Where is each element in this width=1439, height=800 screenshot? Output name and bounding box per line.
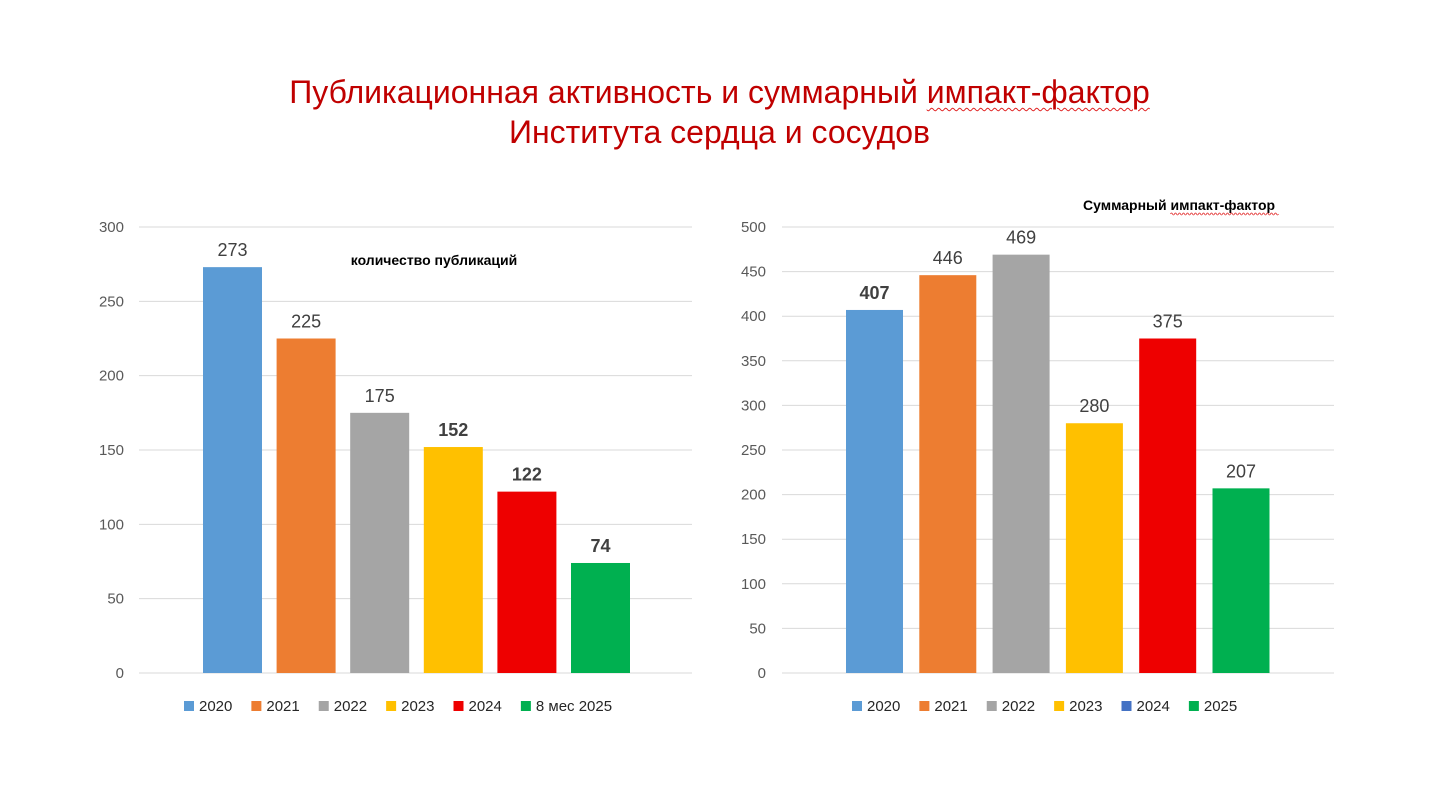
pubs-ytick-label: 50 <box>107 591 124 608</box>
impact-bar-2021 <box>919 275 977 673</box>
impact-ytick-label: 0 <box>758 665 766 682</box>
impact-legend-swatch <box>852 701 862 711</box>
impact-data-label: 407 <box>859 283 889 303</box>
pubs-legend-label: 2021 <box>266 698 299 715</box>
impact-bar-2023 <box>1065 423 1123 673</box>
page-title-line1-part2: импакт-фактор <box>926 74 1150 110</box>
impact-data-label: 375 <box>1153 312 1183 332</box>
impact-ytick-label: 300 <box>741 397 766 414</box>
impact-ytick-label: 150 <box>741 531 766 548</box>
impact-ytick-label: 50 <box>749 620 766 637</box>
pubs-ytick-label: 100 <box>99 516 124 533</box>
pubs-data-label: 175 <box>365 386 395 406</box>
impact-data-label: 280 <box>1079 396 1109 416</box>
impact-legend-swatch <box>986 701 997 711</box>
pubs-legend-label: 2022 <box>334 698 367 715</box>
impact-chart-title-part2: импакт-фактор <box>1171 197 1276 213</box>
impact-chart-title-part1: Суммарный <box>1083 197 1171 213</box>
pubs-legend-label: 2020 <box>199 698 232 715</box>
pubs-ytick-label: 0 <box>116 665 124 682</box>
page-title-line2: Института сердца и сосудов <box>508 114 931 150</box>
pubs-legend-swatch <box>251 701 262 711</box>
pubs-data-label: 74 <box>590 536 610 556</box>
page-title-line1-part1: Публикационная активность и суммарный <box>289 74 927 110</box>
impact-legend-swatch <box>919 701 930 711</box>
impact-legend-label: 2022 <box>1002 698 1035 715</box>
impact-legend-label: 2025 <box>1204 698 1237 715</box>
pubs-data-label: 273 <box>217 240 247 260</box>
pubs-legend-swatch <box>520 701 531 711</box>
impact-legend-swatch <box>1121 701 1132 711</box>
pubs-ytick-label: 300 <box>99 219 124 236</box>
pubs-ytick-label: 150 <box>99 442 124 459</box>
pubs-bar-2023 <box>423 447 483 673</box>
impact-ytick-label: 450 <box>741 264 766 281</box>
spellcheck-underline <box>1170 212 1279 216</box>
pubs-data-label: 122 <box>512 465 542 485</box>
pubs-legend-label: 2024 <box>469 698 502 715</box>
pubs-legend-swatch <box>453 701 464 711</box>
impact-data-label: 469 <box>1006 228 1036 248</box>
impact-bar-2025 <box>1212 488 1270 673</box>
pubs-ytick-label: 200 <box>99 368 124 385</box>
pubs-bar-2024 <box>497 491 557 673</box>
impact-legend-label: 2023 <box>1069 698 1102 715</box>
impact-data-label: 207 <box>1226 461 1256 481</box>
pubs-chart-title: количество публикаций <box>351 252 517 268</box>
impact-data-label: 446 <box>933 248 963 268</box>
pubs-legend-label: 2023 <box>401 698 434 715</box>
impact-ytick-label: 100 <box>741 576 766 593</box>
impact-bar-2022 <box>992 254 1050 674</box>
pubs-legend-swatch <box>184 701 194 711</box>
impact-ytick-label: 350 <box>741 353 766 370</box>
impact-legend-swatch <box>1188 701 1199 711</box>
pubs-data-label: 225 <box>291 312 321 332</box>
impact-ytick-label: 400 <box>741 308 766 325</box>
impact-legend-swatch <box>1054 701 1065 711</box>
pubs-legend-label: 8 мес 2025 <box>536 698 612 715</box>
pubs-ytick-label: 250 <box>99 293 124 310</box>
pubs-data-label: 152 <box>438 420 468 440</box>
pubs-legend-swatch <box>318 701 329 711</box>
page-title: Публикационная активность и суммарный им… <box>0 72 1439 152</box>
pubs-bar-8-мес-2025 <box>571 562 630 673</box>
impact-legend-label: 2021 <box>934 698 967 715</box>
pubs-bar-2020 <box>203 267 262 673</box>
pubs-legend-swatch <box>386 701 397 711</box>
impact-ytick-label: 200 <box>741 487 766 504</box>
impact-chart-title: Суммарный импакт-фактор <box>1083 197 1275 213</box>
impact-ytick-label: 250 <box>741 442 766 459</box>
pubs-bar-2021 <box>276 338 336 673</box>
pubs-bar-2022 <box>350 412 410 673</box>
impact-bar-2020 <box>846 309 903 673</box>
impact-bar-2024 <box>1139 338 1197 673</box>
impact-ytick-label: 500 <box>741 219 766 236</box>
impact-legend-label: 2020 <box>867 698 900 715</box>
chart-publications: 0 50 100 150 200 250 300 273 225 175 152 122 74 2020 2… <box>99 219 692 715</box>
impact-legend-label: 2024 <box>1137 698 1170 715</box>
page-title-line1: Публикационная активность и суммарный им… <box>0 72 1439 112</box>
